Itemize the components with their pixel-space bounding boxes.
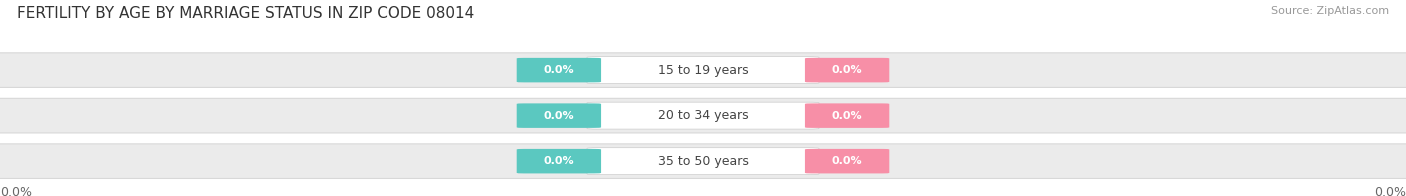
FancyBboxPatch shape bbox=[517, 103, 602, 128]
FancyBboxPatch shape bbox=[0, 53, 1406, 87]
Text: 0.0%: 0.0% bbox=[544, 156, 574, 166]
FancyBboxPatch shape bbox=[517, 149, 602, 173]
FancyBboxPatch shape bbox=[0, 98, 1406, 133]
Text: 0.0%: 0.0% bbox=[544, 65, 574, 75]
FancyBboxPatch shape bbox=[806, 58, 890, 82]
Text: 0.0%: 0.0% bbox=[1374, 186, 1406, 196]
Text: 0.0%: 0.0% bbox=[832, 111, 862, 121]
Text: 35 to 50 years: 35 to 50 years bbox=[658, 155, 748, 168]
FancyBboxPatch shape bbox=[806, 149, 890, 173]
FancyBboxPatch shape bbox=[588, 148, 818, 175]
Text: FERTILITY BY AGE BY MARRIAGE STATUS IN ZIP CODE 08014: FERTILITY BY AGE BY MARRIAGE STATUS IN Z… bbox=[17, 6, 474, 21]
FancyBboxPatch shape bbox=[588, 102, 818, 129]
Text: 0.0%: 0.0% bbox=[544, 111, 574, 121]
Text: 0.0%: 0.0% bbox=[0, 186, 32, 196]
Text: 15 to 19 years: 15 to 19 years bbox=[658, 64, 748, 77]
FancyBboxPatch shape bbox=[806, 103, 890, 128]
Text: 0.0%: 0.0% bbox=[832, 156, 862, 166]
FancyBboxPatch shape bbox=[588, 57, 818, 83]
FancyBboxPatch shape bbox=[517, 58, 602, 82]
FancyBboxPatch shape bbox=[0, 144, 1406, 179]
Text: Source: ZipAtlas.com: Source: ZipAtlas.com bbox=[1271, 6, 1389, 16]
Text: 0.0%: 0.0% bbox=[832, 65, 862, 75]
Text: 20 to 34 years: 20 to 34 years bbox=[658, 109, 748, 122]
